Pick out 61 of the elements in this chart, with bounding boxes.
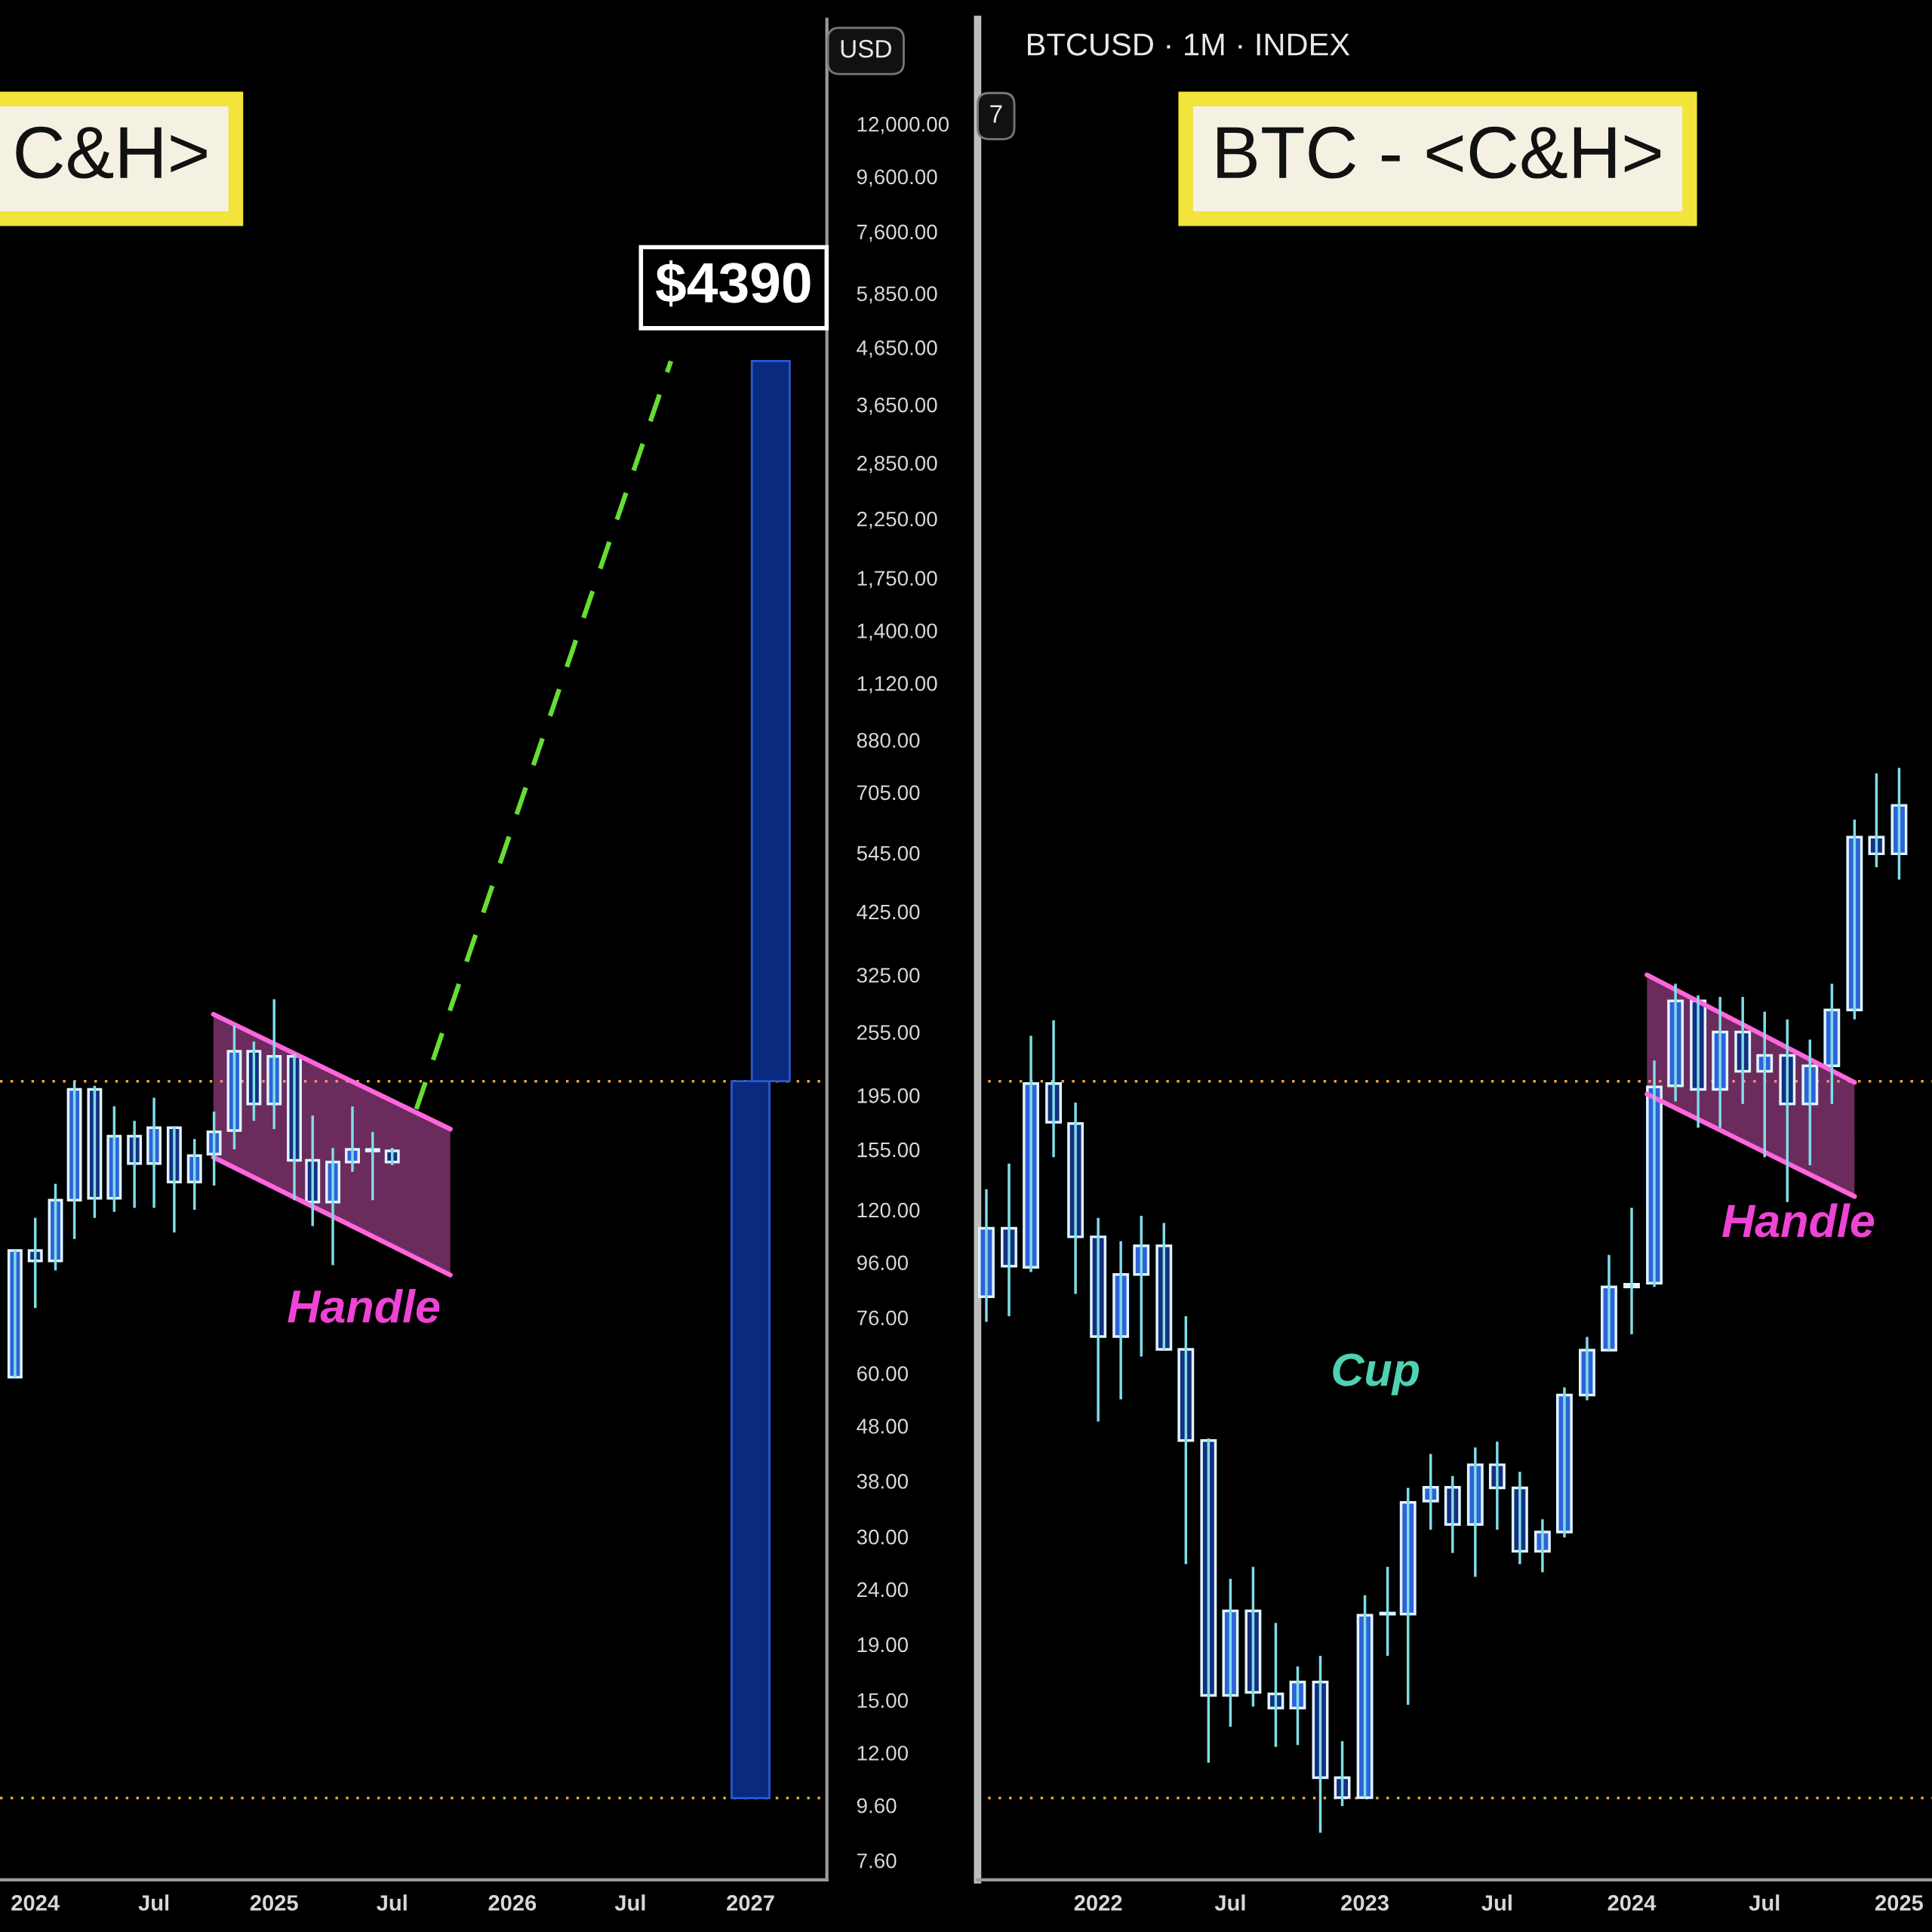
x-tick-label: 2024 xyxy=(1607,1895,1657,1911)
y-tick-label: 96.00 xyxy=(857,1255,908,1271)
y-tick-label: 4,650.00 xyxy=(857,340,937,358)
y-tick-label: 325.00 xyxy=(857,968,920,983)
x-tick-label: 2024 xyxy=(11,1895,60,1911)
y-tick-label: 255.00 xyxy=(857,1025,920,1040)
candlestick xyxy=(1868,773,1885,868)
x-tick-label: Jul xyxy=(614,1894,645,1911)
candlestick xyxy=(27,1217,43,1309)
y-tick-label: 1,400.00 xyxy=(857,623,937,641)
y-tick-label: 880.00 xyxy=(857,733,920,748)
y-tick-label: 545.00 xyxy=(857,845,920,861)
x-tick-label: 2025 xyxy=(250,1895,298,1911)
annotation: 7 xyxy=(990,105,1002,123)
x-tick-label: Jul xyxy=(377,1894,407,1911)
candlestick xyxy=(1422,1454,1439,1530)
x-tick-label: 2026 xyxy=(488,1895,537,1911)
x-tick-label: Jul xyxy=(1481,1894,1512,1911)
y-tick-label: 3,650.00 xyxy=(857,397,937,415)
y-tick-label: 1,120.00 xyxy=(857,675,937,694)
annotation: $4390 xyxy=(656,260,811,307)
y-tick-label: 9.60 xyxy=(857,1798,897,1814)
candlestick xyxy=(365,1131,380,1201)
y-tick-label: 19.00 xyxy=(857,1637,908,1653)
y-tick-label: 60.00 xyxy=(857,1366,908,1381)
x-tick-label: 2025 xyxy=(1875,1895,1924,1911)
x-tick-label: 2022 xyxy=(1074,1895,1122,1911)
candlestick xyxy=(7,1249,23,1379)
y-tick-label: 7,600.00 xyxy=(857,224,937,242)
y-tick-label: 120.00 xyxy=(857,1202,920,1218)
y-tick-label: 38.00 xyxy=(857,1474,908,1489)
y-tick-label: 12,000.00 xyxy=(857,116,949,134)
y-tick-label: 76.00 xyxy=(857,1310,908,1326)
text: C&H> xyxy=(16,126,207,179)
annotation: Handle xyxy=(288,1289,440,1323)
y-tick-label: 15.00 xyxy=(857,1693,908,1709)
y-tick-label: 2,850.00 xyxy=(857,456,937,473)
y-tick-label: 425.00 xyxy=(857,904,920,920)
y-tick-label: 48.00 xyxy=(857,1419,908,1434)
annotation: Cup xyxy=(1333,1353,1420,1395)
y-tick-label: 155.00 xyxy=(857,1142,920,1158)
text: USD xyxy=(841,39,891,58)
chart-subtitle: BTCUSD · 1M · INDEX xyxy=(1028,33,1350,56)
y-tick-label: 30.00 xyxy=(857,1529,908,1545)
y-tick-label: 705.00 xyxy=(857,785,920,801)
y-tick-label: 24.00 xyxy=(857,1582,908,1598)
candlestick xyxy=(1379,1567,1396,1657)
y-tick-label: 195.00 xyxy=(857,1088,920,1103)
x-tick-label: 2027 xyxy=(727,1895,774,1911)
text: BTC - <C&H> xyxy=(1217,126,1661,179)
y-tick-label: 2,250.00 xyxy=(857,511,937,529)
x-tick-label: Jul xyxy=(1749,1894,1780,1911)
x-tick-label: 2023 xyxy=(1341,1895,1389,1911)
y-tick-label: 1,750.00 xyxy=(857,571,937,589)
y-tick-label: 7.60 xyxy=(857,1853,897,1869)
y-tick-label: 5,850.00 xyxy=(857,286,937,304)
y-tick-label: 9,600.00 xyxy=(857,169,937,187)
x-tick-label: Jul xyxy=(138,1894,169,1911)
y-tick-label: 12.00 xyxy=(857,1746,908,1761)
annotation: Handle xyxy=(1722,1203,1875,1238)
x-tick-label: Jul xyxy=(1214,1894,1245,1911)
